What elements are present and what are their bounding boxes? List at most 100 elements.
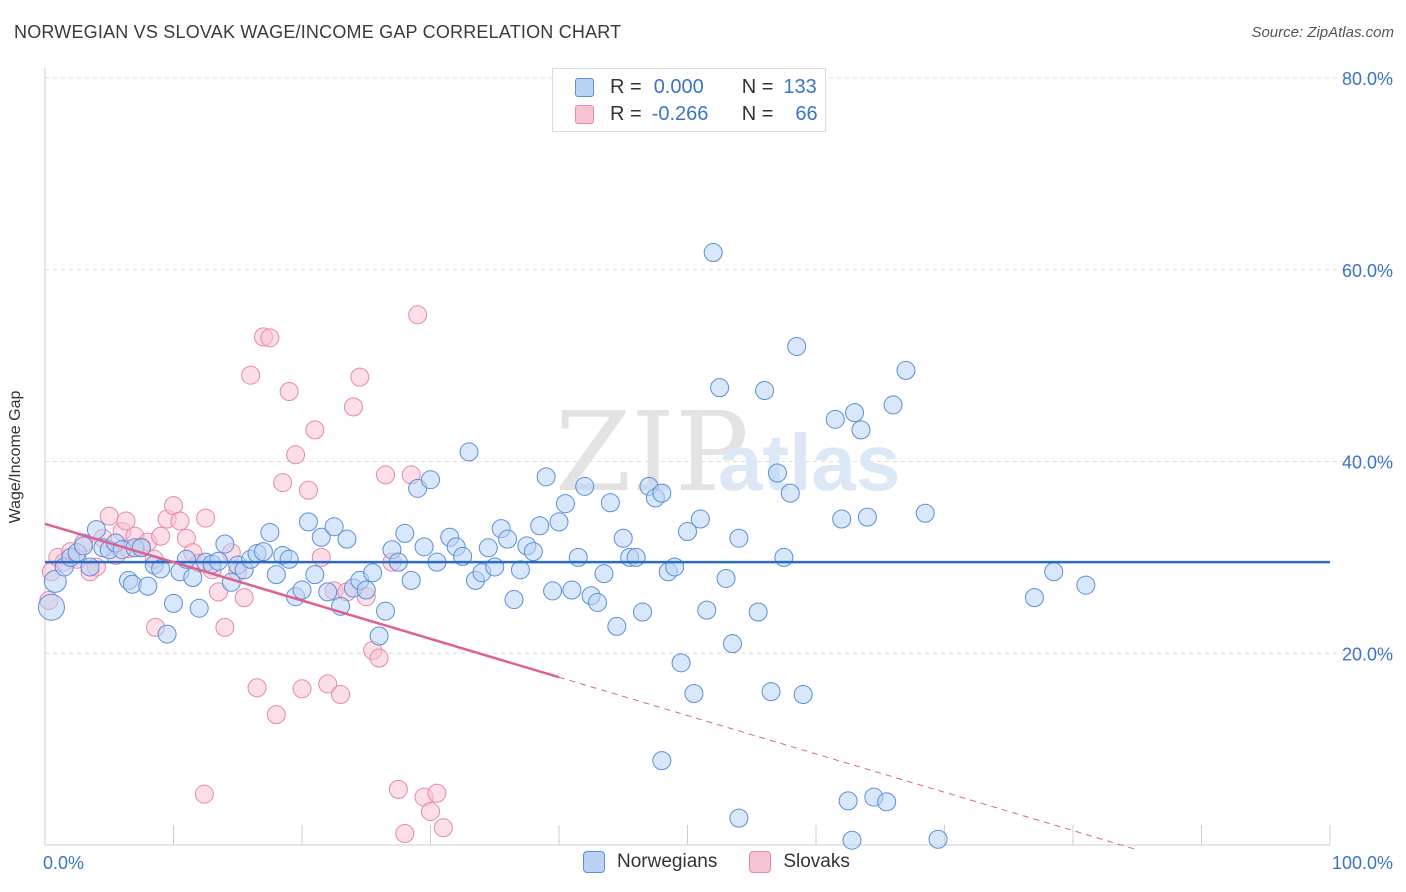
point-norwegians [376,601,396,621]
point-norwegians [568,547,588,567]
point-slovaks [286,445,306,465]
chart-source: Source: ZipAtlas.com [1251,24,1394,41]
point-norwegians [504,590,524,610]
watermark-atlas: atlas [718,418,900,507]
point-norwegians [478,538,498,558]
point-norwegians [633,602,653,622]
legend-n-value: 133 [783,75,817,98]
point-norwegians [555,494,575,514]
regression-line-slovaks [44,522,560,679]
point-norwegians [183,568,203,588]
point-norwegians [260,522,280,542]
y-tick-label: 20.0% [1342,644,1393,664]
x-tick-label: 100.0% [1332,853,1393,873]
point-norwegians [530,516,550,536]
point-norwegians [729,528,749,548]
point-norwegians [80,557,100,577]
point-slovaks [273,473,293,493]
chart-title: NORWEGIAN VS SLOVAK WAGE/INCOME GAP CORR… [14,22,622,42]
legend-label-slovaks: Slovaks [783,851,850,872]
point-slovaks [99,506,119,526]
point-slovaks [427,783,447,803]
point-norwegians [401,570,421,590]
point-norwegians [729,808,749,828]
point-norwegians [498,529,518,549]
point-norwegians [588,592,608,612]
point-norwegians [1024,588,1044,608]
point-norwegians [215,534,235,554]
point-slovaks [421,801,440,821]
point-slovaks [376,465,396,485]
point-norwegians [189,598,209,618]
point-norwegians [877,792,897,812]
point-slovaks [247,678,267,698]
point-slovaks [388,779,408,799]
point-slovaks [196,508,216,528]
point-norwegians [549,512,569,532]
point-norwegians [774,547,794,567]
point-slovaks [350,367,370,387]
y-tick-label: 60.0% [1342,261,1393,281]
point-norwegians [305,565,325,585]
point-norwegians [298,512,318,532]
point-norwegians [710,378,730,398]
point-norwegians [915,503,935,523]
point-slovaks [433,818,453,838]
point-norwegians [838,791,858,811]
series-legend: Norwegians Slovaks [583,851,882,873]
regression-extension-slovaks [558,676,1138,851]
point-norwegians [74,536,94,556]
point-norwegians [767,463,787,483]
point-norwegians [421,470,440,490]
point-norwegians [613,528,633,548]
point-slovaks [170,511,190,531]
point-norwegians [652,483,672,503]
legend-r-value: -0.266 [651,102,709,125]
y-tick-label: 40.0% [1342,453,1393,473]
point-norwegians [543,581,563,601]
point-norwegians [363,563,383,583]
legend-n-value: 66 [795,102,818,125]
point-norwegians [600,493,620,513]
point-slovaks [305,420,325,440]
legend-swatch-slovaks [575,104,594,124]
point-norwegians [652,751,672,771]
point-norwegians [337,529,357,549]
legend-row-norwegians: R = 0.000 N = 133 [575,74,817,100]
point-norwegians [266,565,286,585]
point-norwegians [755,381,775,401]
point-norwegians [138,576,158,596]
y-tick-label: 80.0% [1342,69,1393,89]
point-norwegians [684,684,704,704]
point-norwegians [748,602,768,622]
point-norwegians [279,549,299,569]
point-norwegians [356,580,376,600]
point-norwegians [562,580,582,600]
point-norwegians [414,537,434,557]
point-norwegians [324,517,344,537]
point-norwegians [793,684,813,704]
point-norwegians [311,527,331,547]
point-slovaks [298,480,318,500]
legend-item-slovaks: Slovaks [749,851,850,873]
point-norwegians [43,569,67,593]
point-slovaks [343,397,363,417]
legend-n-label: N = [741,75,774,98]
point-norwegians [607,616,627,636]
point-slovaks [266,705,286,725]
point-norwegians [761,682,781,702]
point-norwegians [845,403,865,423]
regression-lines [44,522,1330,851]
legend-r-value: 0.000 [653,75,704,98]
point-norwegians [575,476,595,496]
point-slovaks [311,547,331,567]
point-norwegians [292,580,312,600]
point-norwegians [832,509,852,529]
point-norwegians [523,542,543,562]
point-norwegians [86,520,106,540]
point-slovaks [279,382,299,402]
legend-item-norwegians: Norwegians [583,851,717,873]
point-norwegians [896,360,916,380]
point-norwegians [453,546,473,566]
